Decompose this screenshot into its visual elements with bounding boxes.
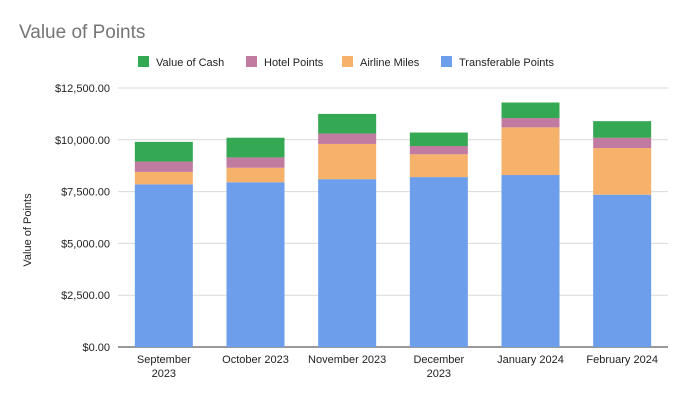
- bar-value-of-cash: [318, 113, 377, 134]
- bar-value-of-cash: [409, 132, 468, 147]
- bar-hotel-points: [226, 157, 285, 168]
- x-tick-label: 2023: [427, 368, 451, 380]
- x-tick-label: November 2023: [308, 354, 386, 366]
- legend-swatch-airline-miles: [342, 56, 353, 67]
- bar-transferable-points: [409, 177, 468, 347]
- bar-transferable-points: [226, 182, 285, 347]
- legend-label-value-of-cash: Value of Cash: [156, 57, 224, 69]
- y-tick-label: $2,500.00: [61, 290, 110, 302]
- gridlines: [118, 87, 668, 348]
- legend-label-transferable-points: Transferable Points: [459, 57, 554, 69]
- bar-airline-miles: [593, 148, 652, 195]
- bar-airline-miles: [318, 143, 377, 180]
- bar-hotel-points: [593, 137, 652, 149]
- bar-value-of-cash: [501, 102, 560, 119]
- bar-airline-miles: [409, 154, 468, 178]
- x-tick-label: January 2024: [497, 354, 564, 366]
- bar-transferable-points: [134, 184, 193, 347]
- bar-value-of-cash: [593, 121, 652, 138]
- bar-transferable-points: [318, 179, 377, 347]
- bar-value-of-cash: [134, 141, 193, 162]
- x-tick-label: 2023: [152, 368, 176, 380]
- bar-hotel-points: [409, 146, 468, 155]
- bars: [134, 102, 652, 347]
- y-tick-label: $12,500.00: [55, 83, 110, 95]
- x-tick-label: October 2023: [222, 354, 289, 366]
- bar-hotel-points: [318, 133, 377, 144]
- x-axis-ticks: September 2023 October 2023 November 2023 De…: [137, 354, 658, 380]
- bar-airline-miles: [501, 127, 560, 176]
- x-tick-label: September: [137, 354, 191, 366]
- y-tick-label: $0.00: [82, 342, 110, 354]
- legend-swatch-transferable-points: [441, 56, 452, 67]
- y-axis-title: Value of Points: [22, 193, 34, 267]
- chart-title: Value of Points: [19, 22, 145, 43]
- bar-hotel-points: [501, 118, 560, 128]
- legend: Value of Cash Hotel Points Airline Miles Tr…: [138, 56, 554, 69]
- y-tick-label: $5,000.00: [61, 238, 110, 250]
- bar-hotel-points: [134, 161, 193, 172]
- legend-label-hotel-points: Hotel Points: [264, 57, 324, 69]
- bar-airline-miles: [134, 171, 193, 185]
- bar-transferable-points: [501, 175, 560, 347]
- y-axis-ticks: $0.00 $2,500.00 $5,000.00 $7,500.00 $10,000.…: [55, 83, 110, 354]
- bar-value-of-cash: [226, 137, 285, 158]
- bar-airline-miles: [226, 167, 285, 183]
- x-tick-label: February 2024: [586, 354, 658, 366]
- legend-swatch-value-of-cash: [138, 56, 149, 67]
- legend-swatch-hotel-points: [246, 56, 257, 67]
- x-tick-label: December: [413, 354, 464, 366]
- bar-transferable-points: [593, 194, 652, 347]
- y-tick-label: $7,500.00: [61, 187, 110, 199]
- y-tick-label: $10,000.00: [55, 135, 110, 147]
- legend-label-airline-miles: Airline Miles: [360, 57, 420, 69]
